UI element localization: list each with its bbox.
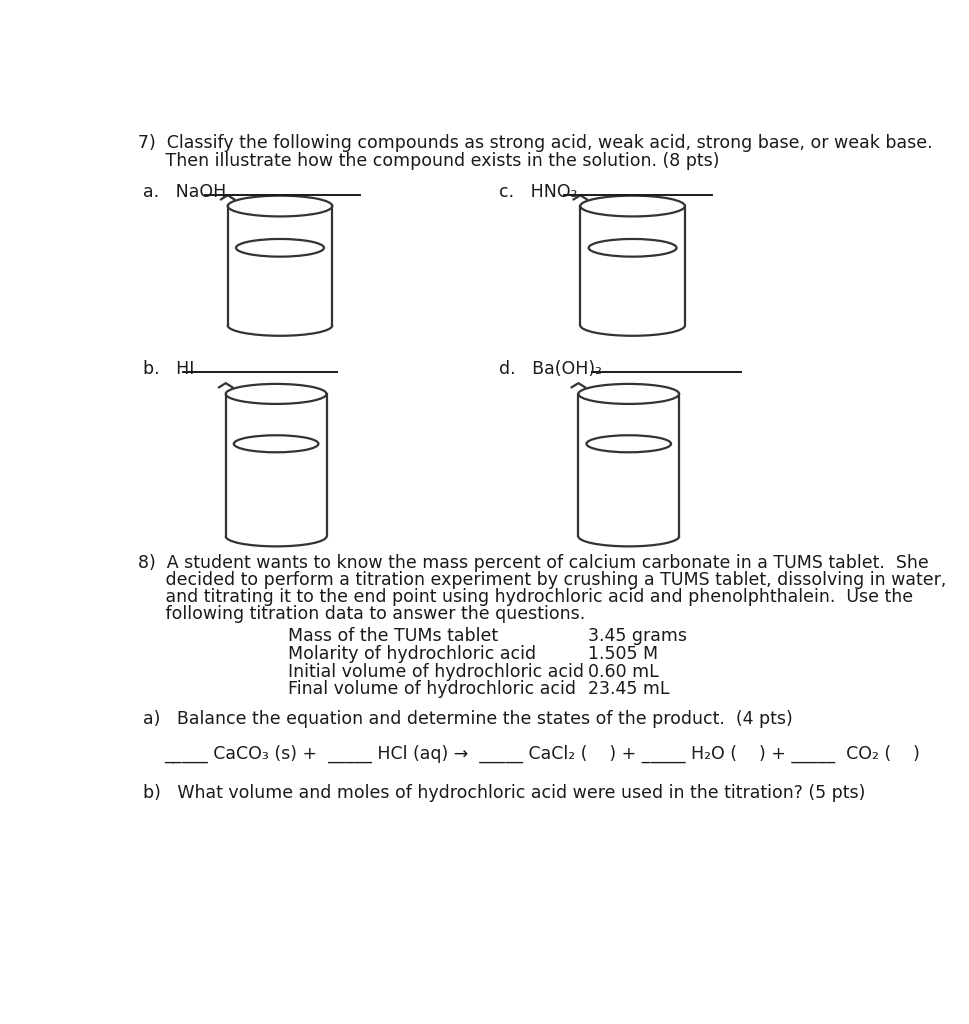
Text: 1.505 M: 1.505 M bbox=[588, 645, 659, 663]
Text: a.   NaOH: a. NaOH bbox=[142, 183, 226, 201]
Text: 8)  A student wants to know the mass percent of calcium carbonate in a TUMS tabl: 8) A student wants to know the mass perc… bbox=[139, 554, 929, 572]
Text: and titrating it to the end point using hydrochloric acid and phenolphthalein.  : and titrating it to the end point using … bbox=[139, 588, 914, 606]
Text: 7)  Classify the following compounds as strong acid, weak acid, strong base, or : 7) Classify the following compounds as s… bbox=[139, 134, 933, 152]
Text: _____ CaCO₃ (s) +  _____ HCl (aq) →  _____ CaCl₂ (    ) + _____ H₂O (    ) + ___: _____ CaCO₃ (s) + _____ HCl (aq) → _____… bbox=[164, 745, 920, 763]
Text: b.   HI: b. HI bbox=[142, 360, 194, 378]
Text: 3.45 grams: 3.45 grams bbox=[588, 628, 687, 645]
Text: b)   What volume and moles of hydrochloric acid were used in the titration? (5 p: b) What volume and moles of hydrochloric… bbox=[142, 783, 865, 802]
Text: following titration data to answer the questions.: following titration data to answer the q… bbox=[139, 605, 585, 623]
Text: Mass of the TUMs tablet: Mass of the TUMs tablet bbox=[288, 628, 498, 645]
Text: d.   Ba(OH)₂: d. Ba(OH)₂ bbox=[498, 360, 602, 378]
Text: 0.60 mL: 0.60 mL bbox=[588, 663, 659, 681]
Text: c.   HNO₂: c. HNO₂ bbox=[498, 183, 578, 201]
Text: Molarity of hydrochloric acid: Molarity of hydrochloric acid bbox=[288, 645, 536, 663]
Text: 23.45 mL: 23.45 mL bbox=[588, 680, 670, 698]
Text: Then illustrate how the compound exists in the solution. (8 pts): Then illustrate how the compound exists … bbox=[139, 153, 720, 170]
Text: Initial volume of hydrochloric acid: Initial volume of hydrochloric acid bbox=[288, 663, 583, 681]
Text: decided to perform a titration experiment by crushing a TUMS tablet, dissolving : decided to perform a titration experimen… bbox=[139, 571, 947, 589]
Text: a)   Balance the equation and determine the states of the product.  (4 pts): a) Balance the equation and determine th… bbox=[142, 710, 793, 728]
Text: Final volume of hydrochloric acid: Final volume of hydrochloric acid bbox=[288, 680, 576, 698]
